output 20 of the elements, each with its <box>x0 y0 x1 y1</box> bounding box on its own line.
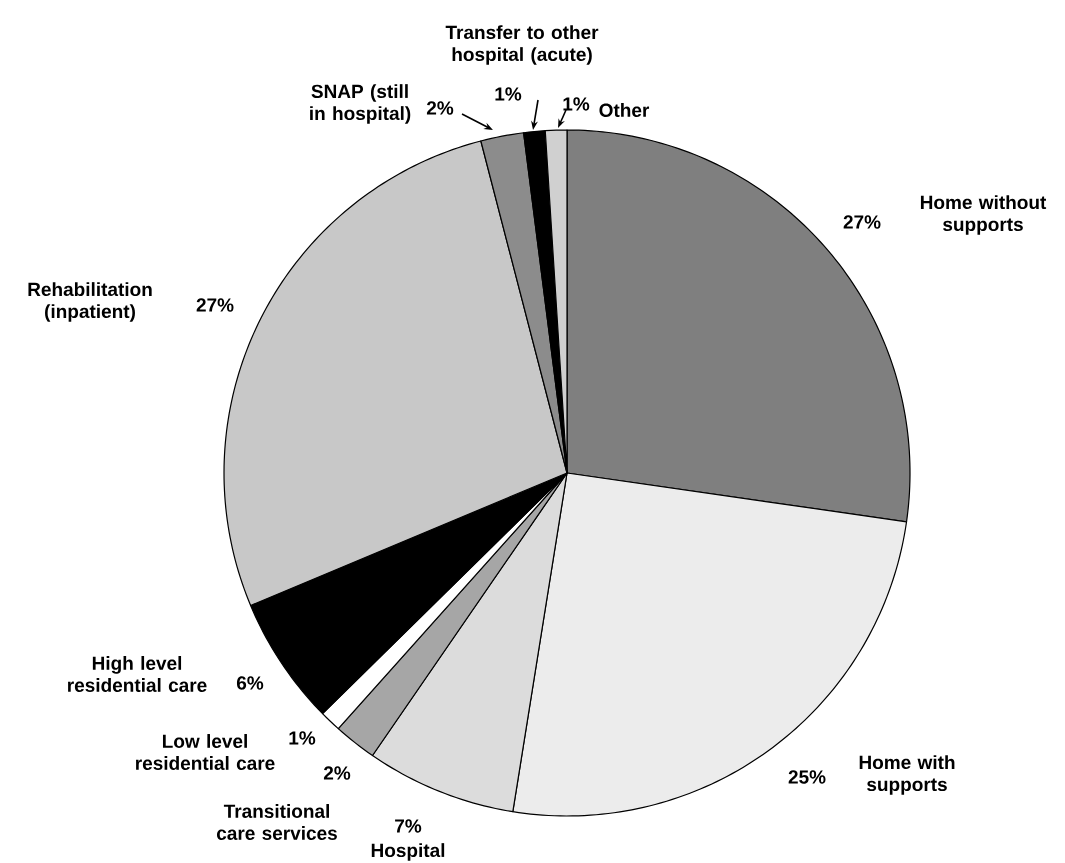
data-label: 6% <box>236 676 264 690</box>
data-label: 7% <box>395 819 422 833</box>
data-label: 1% <box>289 731 316 745</box>
data-label: 25% <box>788 770 826 784</box>
slice-label: Transfer to other hospital (acute) <box>445 25 599 65</box>
slice-label: Rehabilitation (inpatient) <box>28 282 152 322</box>
data-label: 1% <box>495 87 522 101</box>
slice-label: Home without supports <box>920 195 1047 235</box>
data-label: 1% <box>563 97 590 111</box>
slice-label: Transitional care services <box>216 804 337 840</box>
data-label: 27% <box>196 298 234 312</box>
slice-label: Other <box>599 103 650 117</box>
slice-label: Low level residential care <box>136 734 275 770</box>
slice-label: SNAP (still in hospital) <box>310 84 411 124</box>
data-label: 2% <box>426 101 454 115</box>
data-label: 27% <box>843 215 881 229</box>
slice-label: Hospital <box>371 843 445 861</box>
data-label: 2% <box>323 766 351 780</box>
slice-label: High level residential care <box>68 656 207 692</box>
slice-label: Home with supports <box>859 755 955 795</box>
